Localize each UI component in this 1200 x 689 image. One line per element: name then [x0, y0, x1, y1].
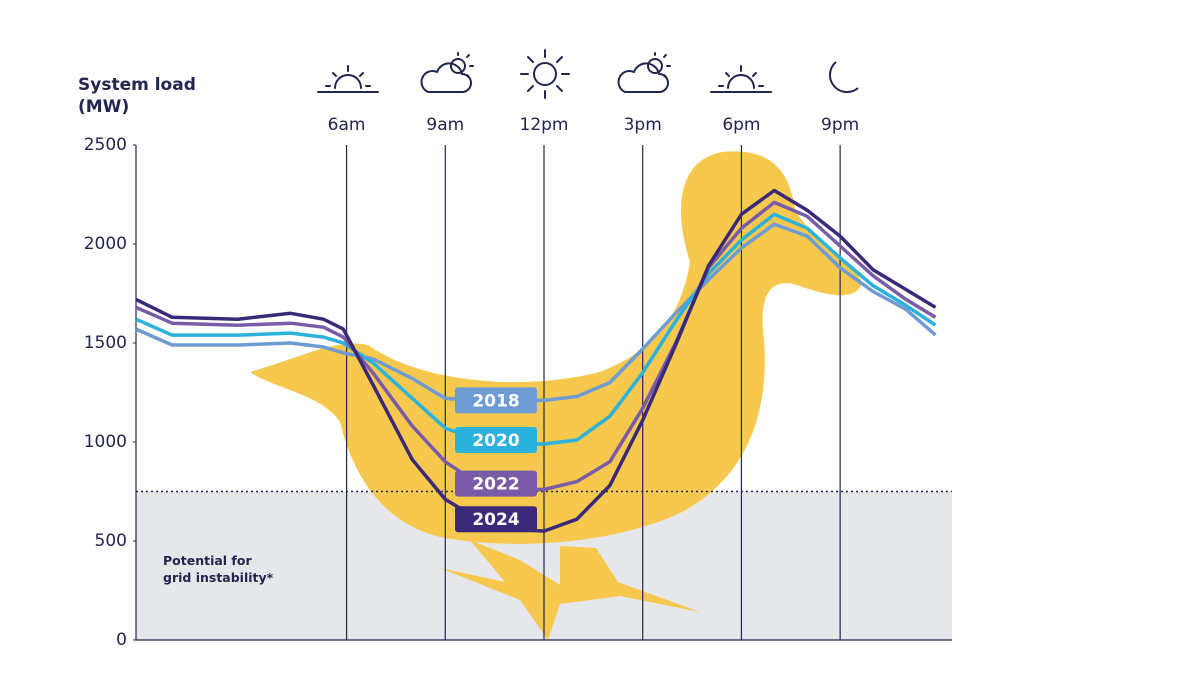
series-line	[135, 212, 937, 446]
duck-illustration	[250, 151, 862, 640]
x-tick-label: 9am	[426, 115, 464, 135]
y-tick-label: 0	[116, 630, 127, 650]
x-tick-label: 9pm	[821, 115, 859, 135]
series-label: 2024	[472, 510, 519, 530]
series-line	[135, 200, 937, 492]
y-tick-label: 1000	[84, 432, 127, 452]
duck-body	[250, 151, 862, 544]
x-tick-label: 6pm	[722, 115, 760, 135]
series-label: 2020	[472, 431, 519, 451]
annotation: Potential for grid instability*	[163, 553, 274, 585]
time-icons	[317, 49, 859, 99]
series-label-box	[455, 387, 537, 414]
series-line	[135, 222, 937, 403]
y-tick-label: 500	[95, 531, 127, 551]
y-tick-label: 2000	[84, 234, 127, 254]
series-label: 2018	[472, 391, 519, 411]
sunset-icon	[710, 65, 772, 93]
x-tick-label: 12pm	[520, 115, 569, 135]
moon-icon	[829, 61, 859, 93]
duck-feet	[440, 540, 700, 640]
series-label-box	[455, 470, 537, 497]
y-tick-label: 2500	[84, 135, 127, 155]
series-line	[135, 188, 937, 533]
sun-icon	[520, 49, 570, 99]
series-label-box	[455, 506, 537, 533]
y-tick-label: 1500	[84, 333, 127, 353]
sunrise-icon	[317, 65, 379, 93]
series-label: 2022	[472, 475, 519, 495]
x-tick-label: 3pm	[624, 115, 662, 135]
series-label-box	[455, 427, 537, 454]
plot-layer: 0 500 1000 1500 2000 2500 6am 9am 12pm 3pm 6pm 9pm 2…	[84, 115, 952, 650]
x-tick-label: 6am	[328, 115, 366, 135]
cloud-sun-icon	[420, 52, 474, 93]
y-axis-title: System load (MW)	[78, 75, 196, 117]
cloud-sun-icon	[617, 52, 671, 93]
